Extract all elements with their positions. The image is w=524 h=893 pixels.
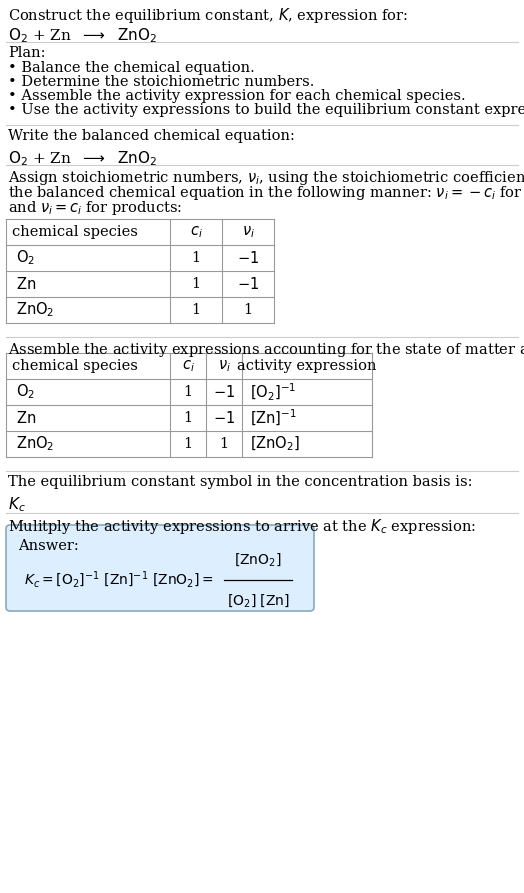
Text: $\mathrm{O_2}$: $\mathrm{O_2}$ [16, 382, 35, 401]
Text: 1: 1 [191, 303, 201, 317]
Text: $\nu_i$: $\nu_i$ [217, 358, 231, 374]
Text: Assemble the activity expressions accounting for the state of matter and $\nu_i$: Assemble the activity expressions accoun… [8, 341, 524, 359]
FancyBboxPatch shape [6, 525, 314, 611]
Text: $[\mathrm{ZnO_2}]$: $[\mathrm{ZnO_2}]$ [250, 435, 300, 454]
Text: $\mathrm{ZnO_2}$: $\mathrm{ZnO_2}$ [16, 301, 54, 320]
Text: $\mathrm{O_2}$ + Zn  $\longrightarrow$  $\mathrm{ZnO_2}$: $\mathrm{O_2}$ + Zn $\longrightarrow$ $\… [8, 26, 157, 45]
Text: 1: 1 [183, 385, 192, 399]
Text: 1: 1 [183, 411, 192, 425]
Text: 1: 1 [183, 437, 192, 451]
Text: $\nu_i$: $\nu_i$ [242, 224, 255, 240]
Text: 1: 1 [191, 277, 201, 291]
Text: 1: 1 [244, 303, 253, 317]
Text: Mulitply the activity expressions to arrive at the $K_c$ expression:: Mulitply the activity expressions to arr… [8, 517, 476, 536]
Text: $\mathrm{Zn}$: $\mathrm{Zn}$ [16, 410, 36, 426]
Text: • Balance the chemical equation.: • Balance the chemical equation. [8, 61, 255, 75]
Text: $c_i$: $c_i$ [182, 358, 194, 374]
Text: chemical species: chemical species [12, 225, 138, 239]
Text: $-1$: $-1$ [237, 276, 259, 292]
Text: $\mathrm{Zn}$: $\mathrm{Zn}$ [16, 276, 36, 292]
Text: the balanced chemical equation in the following manner: $\nu_i = -c_i$ for react: the balanced chemical equation in the fo… [8, 184, 524, 202]
Text: • Use the activity expressions to build the equilibrium constant expression.: • Use the activity expressions to build … [8, 103, 524, 117]
Text: $[\mathrm{ZnO_2}]$: $[\mathrm{ZnO_2}]$ [234, 551, 282, 568]
Text: $-1$: $-1$ [213, 410, 235, 426]
Text: $c_i$: $c_i$ [190, 224, 202, 240]
Text: and $\nu_i = c_i$ for products:: and $\nu_i = c_i$ for products: [8, 199, 182, 217]
Text: • Assemble the activity expression for each chemical species.: • Assemble the activity expression for e… [8, 89, 466, 103]
Text: $-1$: $-1$ [237, 250, 259, 266]
Text: $\mathrm{O_2}$: $\mathrm{O_2}$ [16, 248, 35, 267]
Text: $-1$: $-1$ [213, 384, 235, 400]
Text: activity expression: activity expression [237, 359, 377, 373]
Text: $K_c = [\mathrm{O_2}]^{-1}\ [\mathrm{Zn}]^{-1}\ [\mathrm{ZnO_2}] =$: $K_c = [\mathrm{O_2}]^{-1}\ [\mathrm{Zn}… [24, 570, 214, 590]
Text: Write the balanced chemical equation:: Write the balanced chemical equation: [8, 129, 295, 143]
Text: The equilibrium constant symbol in the concentration basis is:: The equilibrium constant symbol in the c… [8, 475, 473, 489]
Text: Assign stoichiometric numbers, $\nu_i$, using the stoichiometric coefficients, $: Assign stoichiometric numbers, $\nu_i$, … [8, 169, 524, 187]
Text: $K_c$: $K_c$ [8, 495, 26, 513]
Text: $[\mathrm{Zn}]^{-1}$: $[\mathrm{Zn}]^{-1}$ [250, 408, 297, 428]
Text: 1: 1 [191, 251, 201, 265]
Text: 1: 1 [220, 437, 228, 451]
Text: • Determine the stoichiometric numbers.: • Determine the stoichiometric numbers. [8, 75, 314, 89]
Text: Construct the equilibrium constant, $K$, expression for:: Construct the equilibrium constant, $K$,… [8, 6, 408, 25]
Text: $[\mathrm{O_2}]^{-1}$: $[\mathrm{O_2}]^{-1}$ [250, 381, 296, 403]
Text: $\mathrm{ZnO_2}$: $\mathrm{ZnO_2}$ [16, 435, 54, 454]
Text: $[\mathrm{O_2}]\ [\mathrm{Zn}]$: $[\mathrm{O_2}]\ [\mathrm{Zn}]$ [226, 592, 289, 609]
Text: Plan:: Plan: [8, 46, 46, 60]
Text: chemical species: chemical species [12, 359, 138, 373]
Text: Answer:: Answer: [18, 539, 79, 553]
Text: $\mathrm{O_2}$ + Zn  $\longrightarrow$  $\mathrm{ZnO_2}$: $\mathrm{O_2}$ + Zn $\longrightarrow$ $\… [8, 149, 157, 168]
